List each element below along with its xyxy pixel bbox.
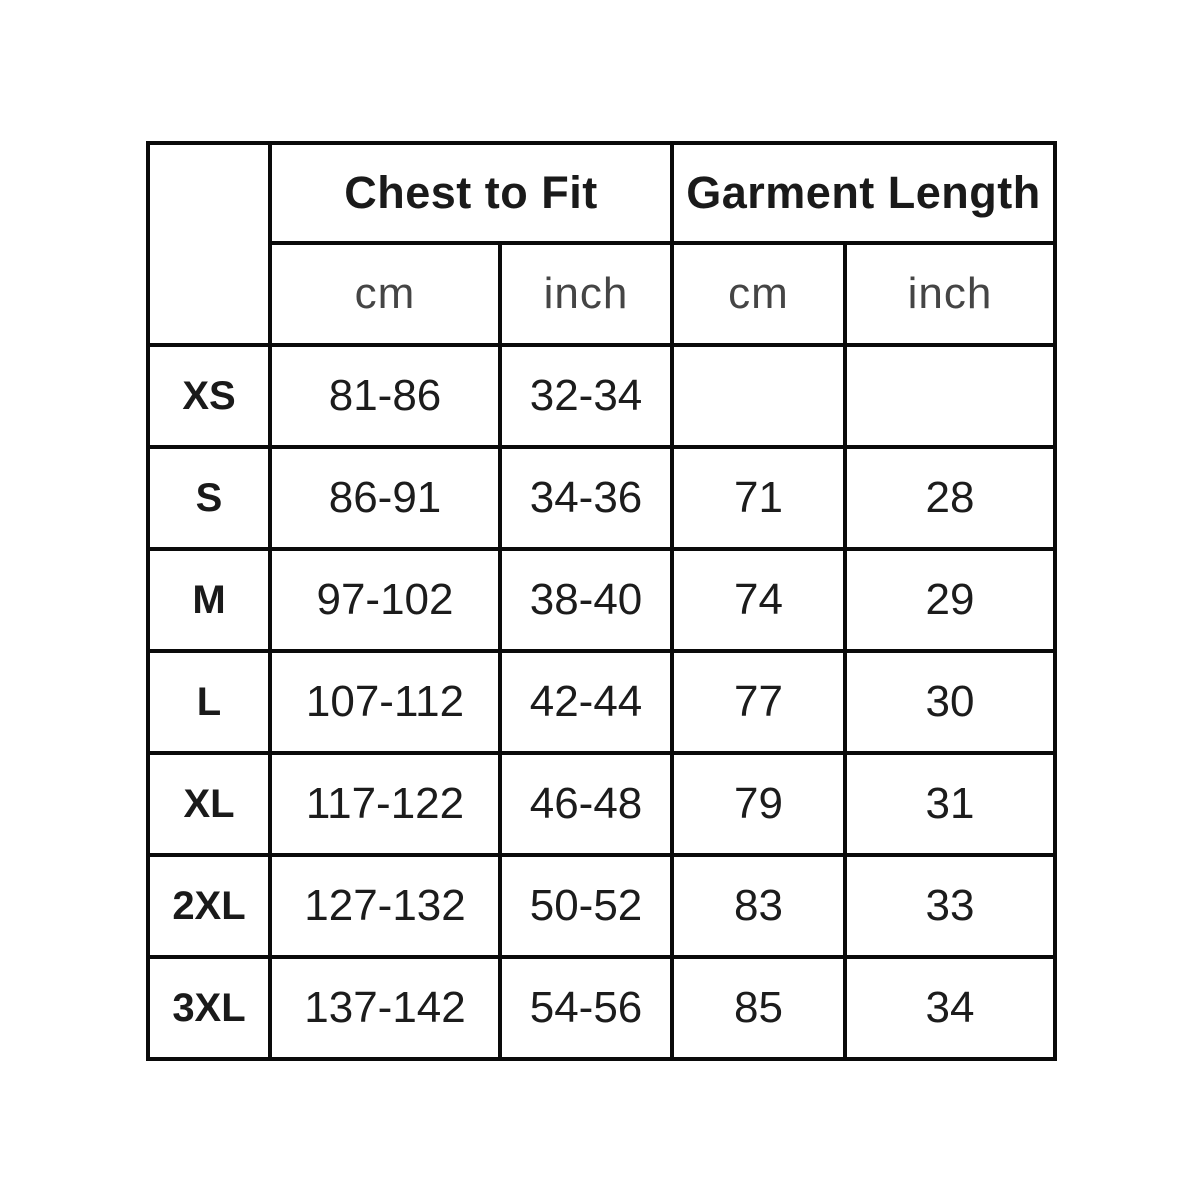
unit-header-chest-cm: cm [268,241,502,347]
chest-cm-value: 97-102 [268,547,502,653]
table-row-2xl: 2XL 127-132 50-52 83 33 [146,853,1057,959]
column-group-chest-to-fit: Chest to Fit [268,141,674,245]
chest-inch-value: 42-44 [498,649,674,755]
size-chart-table: Chest to Fit Garment Length cm inch cm i… [146,141,1057,1061]
chest-cm-value: 117-122 [268,751,502,857]
chest-inch-value: 54-56 [498,955,674,1061]
chest-inch-value: 38-40 [498,547,674,653]
table-row-xl: XL 117-122 46-48 79 31 [146,751,1057,857]
chest-inch-value: 32-34 [498,343,674,449]
size-label: S [146,445,272,551]
table-row-m: M 97-102 38-40 74 29 [146,547,1057,653]
unit-header-row: cm inch cm inch [148,241,1057,347]
chest-cm-value: 137-142 [268,955,502,1061]
chest-inch-value: 46-48 [498,751,674,857]
table-row-xs: XS 81-86 32-34 [146,343,1057,449]
size-label: L [146,649,272,755]
unit-header-chest-inch: inch [498,241,674,347]
chest-cm-value: 81-86 [268,343,502,449]
garment-inch-value: 28 [843,445,1057,551]
size-label: XL [146,751,272,857]
garment-cm-value: 74 [670,547,847,653]
unit-header-garment-cm: cm [670,241,847,347]
table-row-3xl: 3XL 137-142 54-56 85 34 [146,955,1057,1061]
garment-inch-value: 34 [843,955,1057,1061]
size-label: XS [146,343,272,449]
garment-cm-value: 83 [670,853,847,959]
table-row-s: S 86-91 34-36 71 28 [146,445,1057,551]
size-label: 2XL [146,853,272,959]
table-row-l: L 107-112 42-44 77 30 [146,649,1057,755]
chest-cm-value: 127-132 [268,853,502,959]
chest-cm-value: 86-91 [268,445,502,551]
size-label: M [146,547,272,653]
table-corner-spacer [146,141,272,347]
garment-cm-value: 71 [670,445,847,551]
group-header-row: Chest to Fit Garment Length [146,141,1057,347]
garment-cm-value: 79 [670,751,847,857]
size-label: 3XL [146,955,272,1061]
chest-cm-value: 107-112 [268,649,502,755]
garment-cm-value: 77 [670,649,847,755]
garment-inch-value [843,343,1057,449]
garment-cm-value: 85 [670,955,847,1061]
unit-header-garment-inch: inch [843,241,1057,347]
garment-inch-value: 29 [843,547,1057,653]
garment-inch-value: 30 [843,649,1057,755]
chest-inch-value: 34-36 [498,445,674,551]
garment-cm-value [670,343,847,449]
garment-inch-value: 33 [843,853,1057,959]
column-group-garment-length: Garment Length [670,141,1057,245]
chest-inch-value: 50-52 [498,853,674,959]
garment-inch-value: 31 [843,751,1057,857]
